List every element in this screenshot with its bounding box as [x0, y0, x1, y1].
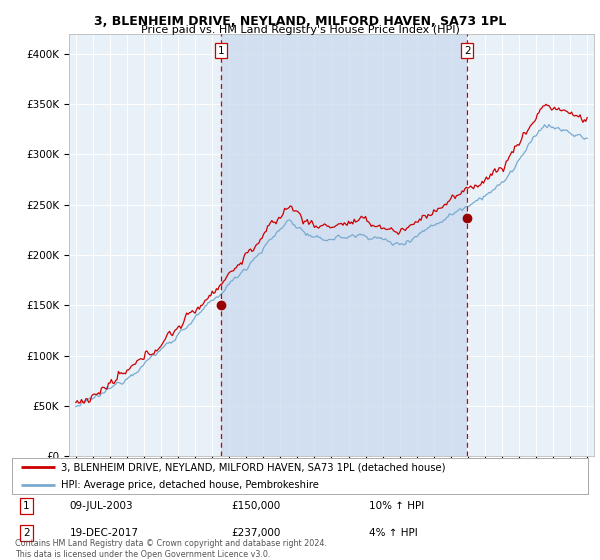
Text: 2: 2 [23, 528, 30, 538]
Text: 09-JUL-2003: 09-JUL-2003 [70, 501, 133, 511]
Text: £150,000: £150,000 [231, 501, 280, 511]
Text: 3, BLENHEIM DRIVE, NEYLAND, MILFORD HAVEN, SA73 1PL: 3, BLENHEIM DRIVE, NEYLAND, MILFORD HAVE… [94, 15, 506, 27]
Text: 2: 2 [464, 45, 470, 55]
Text: Price paid vs. HM Land Registry's House Price Index (HPI): Price paid vs. HM Land Registry's House … [140, 25, 460, 35]
Text: 19-DEC-2017: 19-DEC-2017 [70, 528, 139, 538]
Text: 4% ↑ HPI: 4% ↑ HPI [369, 528, 418, 538]
Text: 1: 1 [23, 501, 30, 511]
Text: 3, BLENHEIM DRIVE, NEYLAND, MILFORD HAVEN, SA73 1PL (detached house): 3, BLENHEIM DRIVE, NEYLAND, MILFORD HAVE… [61, 463, 445, 472]
Text: £237,000: £237,000 [231, 528, 280, 538]
Text: 10% ↑ HPI: 10% ↑ HPI [369, 501, 424, 511]
Text: HPI: Average price, detached house, Pembrokeshire: HPI: Average price, detached house, Pemb… [61, 480, 319, 490]
Text: 1: 1 [218, 45, 224, 55]
Bar [221, 34, 467, 456]
Text: Contains HM Land Registry data © Crown copyright and database right 2024.
This d: Contains HM Land Registry data © Crown c… [15, 539, 327, 559]
